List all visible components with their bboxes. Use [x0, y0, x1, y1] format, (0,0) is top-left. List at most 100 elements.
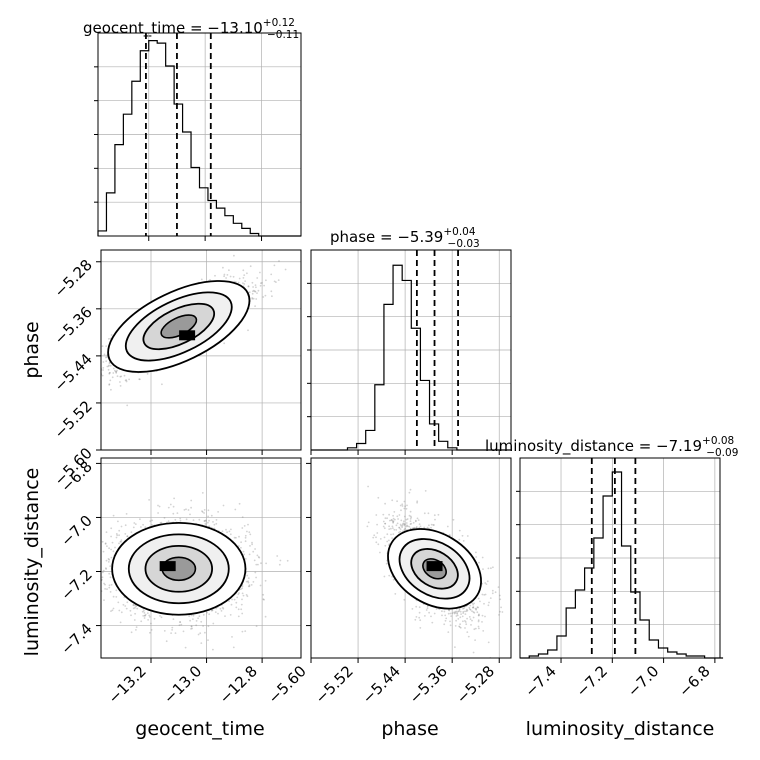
scatter-point — [204, 519, 207, 522]
scatter-point — [192, 618, 194, 620]
scatter-point — [80, 560, 82, 562]
scatter-point — [251, 298, 254, 300]
scatter-point — [89, 370, 91, 372]
scatter-point — [223, 342, 226, 345]
scatter-point — [232, 646, 235, 649]
scatter-point — [118, 542, 120, 545]
scatter-point — [108, 547, 110, 550]
scatter-point — [200, 642, 203, 644]
scatter-point — [238, 545, 240, 547]
scatter-point — [119, 381, 121, 383]
scatter-point — [58, 602, 60, 604]
scatter-point — [179, 517, 182, 520]
scatter-point — [140, 526, 142, 528]
scatter-point — [123, 374, 126, 377]
scatter-point — [120, 611, 123, 614]
scatter-point — [230, 528, 232, 531]
scatter-point — [245, 594, 248, 596]
scatter-point — [108, 584, 111, 587]
scatter-point — [265, 562, 267, 565]
scatter-point — [253, 559, 256, 562]
scatter-point — [201, 511, 204, 513]
scatter-point — [286, 559, 289, 562]
scatter-point — [213, 523, 216, 526]
scatter-point — [228, 600, 231, 602]
scatter-point — [208, 519, 210, 522]
scatter-point — [142, 615, 145, 617]
scatter-point — [110, 583, 113, 586]
scatter-point — [102, 369, 104, 371]
scatter-point — [198, 615, 201, 618]
scatter-point — [226, 274, 229, 276]
scatter-point — [144, 526, 147, 529]
scatter-point — [250, 584, 253, 586]
scatter-point — [109, 576, 112, 579]
histogram-step — [520, 471, 724, 659]
scatter-point — [161, 383, 163, 386]
scatter-point — [230, 603, 233, 606]
y-axis-label-phase: phase — [21, 321, 43, 378]
scatter-point — [112, 514, 115, 517]
scatter-point — [130, 631, 133, 634]
scatter-point — [233, 598, 236, 601]
scatter-point — [219, 607, 222, 610]
scatter-point — [119, 375, 122, 378]
scatter-point — [223, 273, 226, 276]
title-luminosity-distance: luminosity_distance = −7.19+0.08 −0.09 — [485, 435, 738, 459]
scatter-point — [245, 580, 248, 583]
scatter-point — [254, 290, 257, 293]
x-axis-label-phase: phase — [381, 718, 438, 740]
scatter-point — [97, 605, 99, 607]
scatter-point — [263, 284, 265, 287]
scatter-point — [148, 616, 151, 618]
density-peak — [179, 330, 196, 341]
scatter-point — [252, 550, 255, 553]
scatter-point — [163, 517, 166, 519]
scatter-point — [248, 531, 251, 534]
scatter-point — [124, 533, 127, 535]
scatter-point — [105, 360, 108, 363]
scatter-point — [110, 334, 113, 336]
scatter-point — [94, 366, 96, 368]
scatter-point — [179, 519, 182, 522]
scatter-point — [252, 286, 255, 288]
scatter-point — [142, 523, 145, 526]
scatter-point — [132, 607, 135, 610]
histogram-step — [311, 264, 512, 451]
scatter-point — [104, 356, 107, 359]
scatter-point — [202, 625, 205, 627]
scatter-point — [201, 510, 203, 513]
scatter-point — [112, 367, 115, 370]
scatter-point — [244, 536, 247, 539]
scatter-point — [257, 556, 260, 558]
scatter-point — [135, 626, 138, 628]
scatter-point — [115, 372, 118, 374]
scatter-point — [174, 518, 177, 521]
scatter-point — [167, 506, 170, 509]
scatter-point — [147, 619, 150, 621]
x-axis-label-geocent-time: geocent_time — [135, 718, 264, 740]
scatter-point — [125, 379, 128, 381]
scatter-point — [191, 627, 194, 630]
scatter-point — [115, 370, 117, 373]
scatter-point — [97, 367, 99, 369]
scatter-point — [241, 612, 244, 615]
scatter-point — [254, 305, 256, 307]
scatter-point — [203, 520, 206, 522]
scatter-point — [235, 536, 237, 539]
scatter-point — [241, 527, 244, 529]
scatter-point — [125, 380, 128, 383]
scatter-point — [199, 632, 202, 635]
scatter-point — [110, 388, 112, 391]
scatter-point — [396, 500, 398, 503]
scatter-point — [90, 561, 92, 563]
scatter-point — [247, 285, 250, 287]
scatter-point — [108, 384, 111, 386]
scatter-point — [232, 275, 235, 278]
scatter-point — [206, 611, 208, 614]
scatter-point — [202, 614, 205, 616]
scatter-point — [143, 609, 145, 612]
scatter-point — [200, 278, 203, 281]
scatter-point — [125, 513, 128, 515]
